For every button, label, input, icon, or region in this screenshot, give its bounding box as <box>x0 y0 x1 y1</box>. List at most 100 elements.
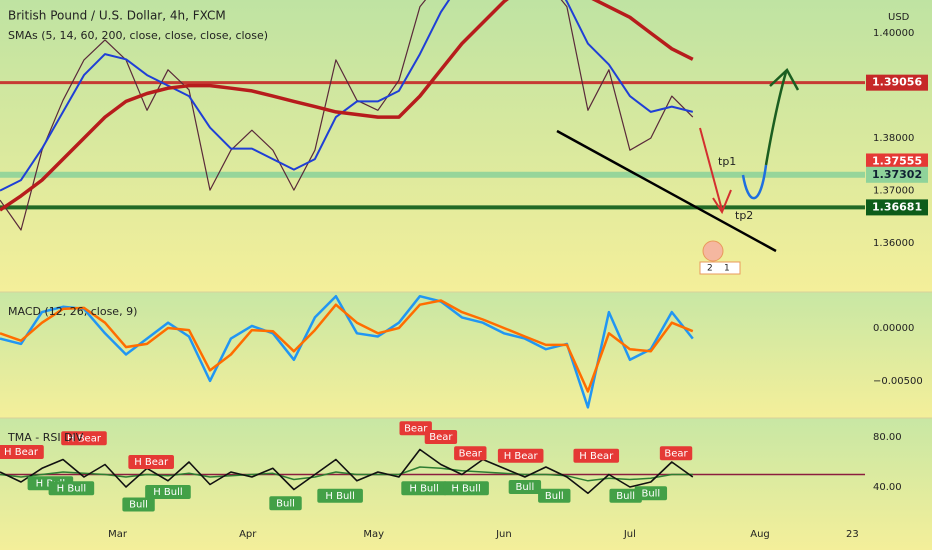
arrow-head <box>769 67 800 91</box>
plot: H Bear H Bear H Bear H Bull H Bull Bull H Bull… <box>0 421 865 512</box>
chart-title: British Pound / U.S. Dollar, 4h, FXCM <box>8 9 226 23</box>
x-tick-label: Apr <box>239 529 257 540</box>
signal-label: H Bull <box>145 485 191 499</box>
signal-label-bg <box>508 480 542 494</box>
signal-label-text: H Bull <box>409 483 438 494</box>
signal-label: H Bull <box>317 488 363 503</box>
signal-label: Bear <box>659 446 693 461</box>
signal-label-bg <box>634 486 668 501</box>
signal-label: H Bull <box>401 481 447 496</box>
arrow-head <box>712 189 732 215</box>
y-tick-label: 1.36000 <box>873 238 914 249</box>
series-line <box>0 0 694 231</box>
signal-label: Bull <box>122 497 155 512</box>
annotation: tp1 <box>718 155 736 168</box>
signal-label-text: Bull <box>616 491 635 502</box>
signal-label: H Bear <box>497 448 544 463</box>
signal-label-bg <box>399 421 432 436</box>
series-line <box>0 448 694 495</box>
signal-label: Bull <box>609 488 642 503</box>
series-line <box>0 299 694 393</box>
signal-label-bg <box>269 496 302 511</box>
signal-label-bg <box>573 448 620 463</box>
signal-label-bg <box>128 455 174 469</box>
signal-label-bg <box>538 488 571 503</box>
signal-label-text: Bull <box>276 498 295 509</box>
macd-pane <box>0 292 932 418</box>
signal-label-text: H Bull <box>451 483 480 494</box>
signal-label-text: H Bear <box>134 457 169 468</box>
series-line <box>0 0 694 192</box>
event-count: 1 <box>724 264 730 274</box>
signal-label: Bull <box>269 496 302 511</box>
price-label-bg <box>866 74 928 91</box>
signal-label: Bear <box>454 446 487 461</box>
signal-label-bg <box>48 481 95 496</box>
price-label-bg <box>866 166 928 183</box>
signal-label: Bull <box>538 488 571 503</box>
plot <box>0 294 694 409</box>
y-tick-label: 1.37000 <box>873 186 914 197</box>
y-tick-label: −0.00500 <box>873 376 923 387</box>
signal-label-bg <box>401 481 447 496</box>
y-tick-label: 1.38000 <box>873 133 914 144</box>
x-tick-label: Jun <box>495 529 512 540</box>
drawings: tp1 tp2 2 1 <box>556 67 800 275</box>
x-tick-label: Mar <box>108 529 128 540</box>
y-tick-label: 1.40000 <box>873 28 914 39</box>
x-tick-label: 23 <box>846 529 859 540</box>
price-label: 1.39056 <box>872 76 922 89</box>
indicator-title: MACD (12, 26, close, 9) <box>8 305 137 318</box>
signal-label: H Bear <box>0 445 44 459</box>
signal-label-bg <box>145 485 191 499</box>
event-count: 2 <box>707 264 713 274</box>
signal-label-text: Bear <box>429 432 453 443</box>
price-label-bg <box>866 199 928 216</box>
signal-label-text: H Bear <box>579 451 614 462</box>
signal-label-text: Bear <box>664 448 688 459</box>
annotation: tp2 <box>735 209 753 222</box>
currency: USD <box>888 12 910 23</box>
signal-label-text: Bear <box>459 448 483 459</box>
signal-label-bg <box>122 497 155 512</box>
signal-label-bg <box>659 446 693 461</box>
signal-label-text: H Bull <box>325 491 354 502</box>
signal-label-text: Bull <box>515 482 534 493</box>
y-tick-label: 80.00 <box>873 432 902 443</box>
y-tick-label: 0.00000 <box>873 323 914 334</box>
series-line <box>0 0 694 212</box>
signal-label-bg <box>454 446 487 461</box>
signal-label-text: H Bull <box>57 483 86 494</box>
signal-label-bg <box>61 431 107 446</box>
x-tick-label: May <box>363 529 384 540</box>
signal-label: Bear <box>424 430 458 444</box>
price-label: 1.36681 <box>872 200 922 213</box>
price-label: 1.37555 <box>872 154 922 167</box>
signal-label-bg <box>317 488 363 503</box>
x-tick-label: Jul <box>623 529 636 540</box>
signal-label: H Bear <box>573 448 620 463</box>
forecast-arrow <box>699 127 723 211</box>
price-label: 1.37302 <box>872 168 922 181</box>
signal-label: H Bear <box>128 455 174 469</box>
signal-label-text: H Bear <box>4 447 39 458</box>
signal-label: H Bull <box>443 481 489 496</box>
price-label-bg <box>866 153 928 170</box>
signal-label-bg <box>443 481 489 496</box>
signal-label: Bull <box>634 486 668 501</box>
signal-label-text: H Bear <box>67 433 102 444</box>
signal-label-bg <box>609 488 642 503</box>
indicator-title: SMAs (5, 14, 60, 200, close, close, clos… <box>8 29 268 42</box>
x-tick-label: Aug <box>750 529 770 540</box>
signal-label-bg <box>424 430 458 444</box>
signal-label-text: Bull <box>545 491 564 502</box>
event-icon <box>702 240 724 262</box>
signal-label-text: Bear <box>404 423 428 434</box>
price-pane <box>0 0 932 292</box>
signal-label: Bear <box>399 421 432 436</box>
signal-label-bg <box>497 448 544 463</box>
signal-label-text: Bull <box>129 500 148 511</box>
forecast-arrow <box>764 71 788 166</box>
event-badge <box>699 261 741 275</box>
signal-label-text: H Bull <box>153 487 182 498</box>
